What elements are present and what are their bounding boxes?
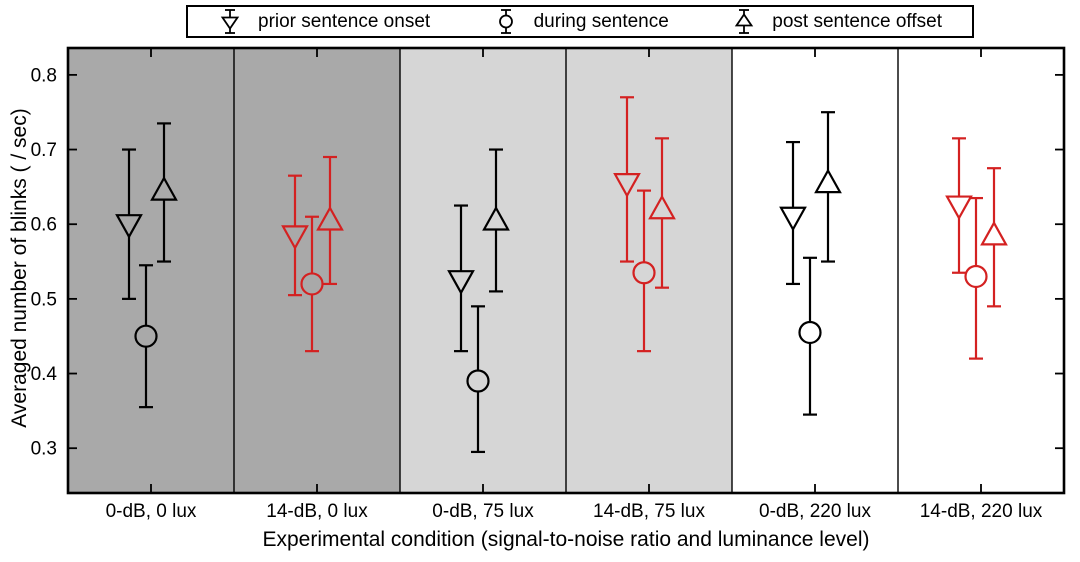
- series-circle: [134, 189, 988, 454]
- triangle-down-errorbar-icon: [220, 9, 240, 34]
- circle-marker: [134, 324, 158, 348]
- triangle-up-marker: [648, 194, 676, 220]
- plot-frame: [66, 46, 1066, 495]
- y-tick-labels: 0.3 0.4 0.5 0.6 0.7 0.8: [31, 65, 58, 459]
- panel-0: [68, 48, 234, 493]
- x-category-label: 14-dB, 75 lux: [593, 501, 705, 522]
- panel-2: [400, 48, 566, 493]
- axis-ticks: [69, 49, 1063, 492]
- panel-4: [732, 48, 898, 493]
- triangle-down-marker: [447, 270, 475, 295]
- x-category-label: 14-dB, 0 lux: [266, 501, 368, 522]
- triangle-up-marker: [814, 168, 842, 194]
- x-category-labels: 0-dB, 0 lux 14-dB, 0 lux 0-dB, 75 lux 14-dB…: [106, 501, 1043, 522]
- legend-label-prior: prior sentence onset: [258, 10, 431, 32]
- triangle-up-marker: [482, 205, 510, 231]
- x-category-label: 14-dB, 220 lux: [920, 501, 1043, 522]
- x-category-label: 0-dB, 0 lux: [106, 501, 197, 522]
- panel-1: [234, 48, 400, 493]
- x-category-label: 0-dB, 220 lux: [759, 501, 871, 522]
- triangle-down-marker: [115, 214, 143, 239]
- circle-marker: [300, 272, 324, 296]
- x-category-label: 0-dB, 75 lux: [432, 501, 534, 522]
- legend-label-post: post sentence offset: [772, 10, 942, 32]
- circle-marker: [798, 320, 822, 345]
- triangle-down-marker: [281, 225, 309, 251]
- y-tick-label: 0.7: [31, 140, 57, 161]
- triangle-up-marker: [150, 175, 178, 201]
- panel-backgrounds: [68, 48, 1064, 493]
- triangle-up-marker: [316, 205, 344, 231]
- series-triangle-down: [115, 96, 973, 353]
- y-axis-title: Averaged number of blinks ( / sec): [8, 108, 31, 428]
- triangle-up-errorbar-icon: [735, 9, 754, 34]
- legend-item-prior: prior sentence onset: [218, 7, 430, 36]
- circle-errorbar-icon: [498, 9, 513, 34]
- triangle-down-marker: [613, 173, 641, 198]
- legend-label-during: during sentence: [533, 10, 669, 32]
- y-tick-label: 0.6: [31, 215, 57, 236]
- circle-marker: [632, 261, 656, 285]
- triangle-down-marker: [945, 195, 973, 221]
- x-axis-title: Experimental condition (signal-to-noise …: [262, 528, 870, 551]
- y-tick-label: 0.4: [31, 364, 58, 385]
- series-triangle-up: [150, 111, 1008, 308]
- panel-dividers: [233, 48, 899, 493]
- circle-marker: [964, 264, 988, 289]
- triangle-up-marker: [980, 220, 1008, 246]
- y-tick-label: 0.5: [31, 289, 57, 310]
- triangle-down-marker: [779, 206, 807, 232]
- y-tick-label: 0.3: [31, 439, 57, 460]
- circle-marker: [466, 369, 490, 393]
- legend-item-during: during sentence: [494, 7, 669, 36]
- y-tick-label: 0.8: [31, 65, 57, 86]
- legend-item-post: post sentence offset: [732, 7, 942, 36]
- legend: prior sentence onset during sentence pos…: [186, 5, 974, 38]
